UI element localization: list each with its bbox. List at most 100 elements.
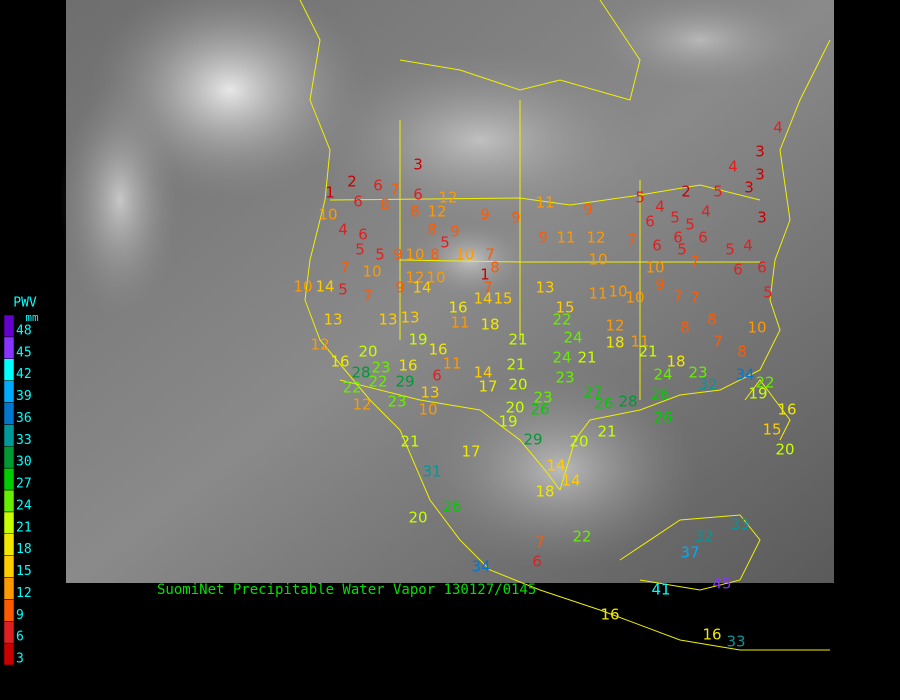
station-value: 16 <box>330 353 349 371</box>
station-value: 6 <box>673 229 683 247</box>
legend-swatch <box>3 489 15 513</box>
station-value: 9 <box>538 229 548 247</box>
station-value: 29 <box>523 431 542 449</box>
legend-tick-label: 42 <box>16 367 32 382</box>
legend-tick-label: 48 <box>16 323 32 338</box>
station-value: 3 <box>755 143 765 161</box>
station-value: 26 <box>653 409 672 427</box>
station-value: 22 <box>368 373 387 391</box>
station-value: 14 <box>412 279 431 297</box>
station-value: 16 <box>600 606 619 624</box>
station-value: 6 <box>353 193 363 211</box>
station-value: 8 <box>737 343 747 361</box>
station-value: 19 <box>408 331 427 349</box>
legend-swatch <box>3 446 15 469</box>
station-value: 9 <box>395 279 405 297</box>
legend-swatch <box>3 642 15 666</box>
station-value: 3 <box>744 179 754 197</box>
legend-tick-label: 18 <box>16 542 32 557</box>
station-value: 6 <box>373 177 383 195</box>
station-value: 5 <box>635 189 645 207</box>
legend-tick-label: 12 <box>16 586 32 601</box>
legend-tick-label: 15 <box>16 564 32 579</box>
station-value: 11 <box>450 314 469 332</box>
station-value: 11 <box>588 285 607 303</box>
station-value: 3 <box>413 156 423 174</box>
station-value: 8 <box>427 221 437 239</box>
station-value: 14 <box>546 457 565 475</box>
station-value: 3 <box>755 166 765 184</box>
station-value: 7 <box>483 279 493 297</box>
caption: SuomiNet Precipitable Water Vapor 130127… <box>157 582 536 598</box>
station-value: 17 <box>461 443 480 461</box>
station-value: 12 <box>310 336 329 354</box>
station-value: 23 <box>688 364 707 382</box>
station-value: 10 <box>418 401 437 419</box>
legend-swatch <box>3 336 15 359</box>
legend-tick-label: 36 <box>16 411 32 426</box>
station-value: 4 <box>743 237 753 255</box>
legend-swatch <box>3 380 15 403</box>
station-value: 14 <box>473 364 492 382</box>
station-value: 8 <box>430 246 440 264</box>
station-value: 13 <box>535 279 554 297</box>
station-value: 13 <box>378 311 397 329</box>
station-value: 5 <box>677 241 687 259</box>
station-value: 4 <box>701 203 711 221</box>
station-value: 24 <box>653 366 672 384</box>
station-value: 23 <box>533 389 552 407</box>
station-value: 6 <box>413 186 423 204</box>
station-value: 32 <box>698 376 717 394</box>
station-value: 33 <box>730 516 749 534</box>
station-value: 10 <box>588 251 607 269</box>
station-value: 22 <box>755 374 774 392</box>
station-value: 13 <box>323 311 342 329</box>
station-value: 6 <box>698 229 708 247</box>
station-value: 10 <box>318 206 337 224</box>
legend-swatch <box>3 314 15 338</box>
station-value: 7 <box>340 259 350 277</box>
legend-swatch <box>3 599 15 622</box>
station-value: 10 <box>405 246 424 264</box>
station-value: 7 <box>690 289 700 307</box>
station-value: 22 <box>572 528 591 546</box>
legend-tick-label: 6 <box>16 630 24 645</box>
station-value: 6 <box>652 237 662 255</box>
station-value: 5 <box>713 183 723 201</box>
station-value: 8 <box>707 311 717 329</box>
legend-tick-label: 27 <box>16 477 32 492</box>
station-value: 34 <box>735 366 754 384</box>
station-value: 19 <box>498 413 517 431</box>
station-value: 7 <box>363 287 373 305</box>
legend-swatch <box>3 577 15 600</box>
station-value: 22 <box>342 379 361 397</box>
boundaries <box>299 0 831 651</box>
station-value: 18 <box>666 353 685 371</box>
station-value: 31 <box>422 463 441 481</box>
station-value: 20 <box>358 343 377 361</box>
station-value: 37 <box>680 544 699 562</box>
station-value: 9 <box>393 246 403 264</box>
station-value: 7 <box>690 253 700 271</box>
station-value: 14 <box>561 472 580 490</box>
legend-tick-label: 45 <box>16 345 32 360</box>
station-value: 7 <box>627 231 637 249</box>
station-value: 7 <box>485 246 495 264</box>
station-value: 12 <box>605 317 624 335</box>
station-value: 5 <box>670 209 680 227</box>
station-value: 12 <box>405 269 424 287</box>
station-value: 24 <box>552 349 571 367</box>
station-value: 10 <box>362 263 381 281</box>
station-value: 6 <box>733 261 743 279</box>
station-value: 4 <box>655 198 665 216</box>
station-value: 5 <box>763 284 773 302</box>
station-value: 2 <box>681 183 691 201</box>
station-value: 19 <box>748 385 767 403</box>
station-value: 9 <box>480 206 490 224</box>
station-value: 6 <box>645 213 655 231</box>
station-value: 1 <box>480 266 490 284</box>
station-value: 9 <box>655 276 665 294</box>
station-value: 29 <box>395 373 414 391</box>
